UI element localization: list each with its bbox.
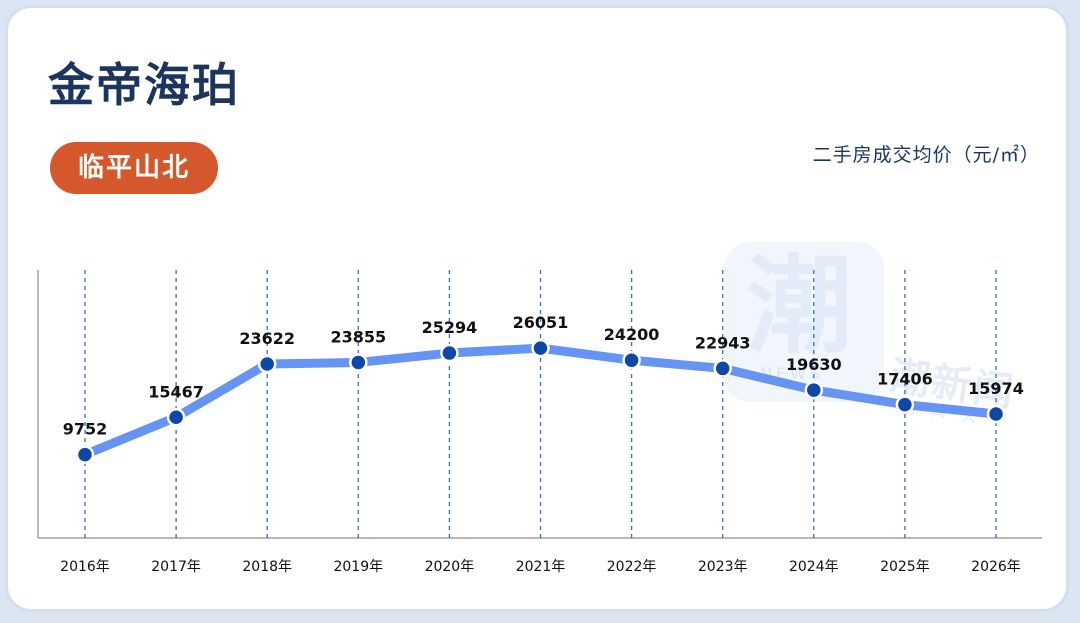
data-point [804, 380, 824, 400]
data-point [986, 404, 1006, 424]
data-point [531, 338, 550, 358]
data-point [440, 343, 459, 363]
data-label: 17406 [877, 370, 933, 389]
data-label: 15467 [148, 382, 204, 401]
data-label: 24200 [604, 325, 660, 344]
x-tick-label: 2024年 [789, 559, 839, 575]
data-point [166, 408, 186, 427]
x-tick-label: 2019年 [333, 559, 383, 575]
x-tick-label: 2023年 [698, 559, 748, 575]
x-tick-label: 2018年 [242, 559, 292, 575]
x-tick-label: 2025年 [880, 559, 930, 575]
data-label: 9752 [63, 420, 108, 439]
data-point [713, 359, 732, 378]
data-label: 22943 [695, 333, 751, 352]
data-point [895, 395, 915, 414]
watermark-glyph: 潮 [746, 245, 852, 368]
x-tick-label: 2022年 [607, 559, 657, 575]
area-badge: 临平山北 [50, 142, 219, 194]
data-point [349, 353, 368, 372]
x-tick-label: 2016年 [60, 559, 110, 575]
data-label: 15974 [968, 379, 1024, 398]
x-tick-label: 2026年 [971, 559, 1021, 575]
data-label: 19630 [786, 355, 842, 374]
data-label: 23622 [239, 329, 295, 348]
x-tick-label: 2017年 [151, 559, 201, 575]
chart-card [5, 5, 1069, 612]
data-label: 26051 [513, 313, 569, 332]
page-title: 金帝海珀 [48, 58, 240, 112]
data-point [622, 350, 641, 370]
x-tick-label: 2021年 [516, 559, 566, 575]
data-point [257, 354, 277, 374]
metric-label: 二手房成交均价（元/㎡） [812, 144, 1040, 166]
data-label: 23855 [330, 327, 386, 346]
data-label: 25294 [422, 318, 478, 337]
x-tick-label: 2020年 [425, 559, 475, 575]
data-point [75, 445, 95, 464]
